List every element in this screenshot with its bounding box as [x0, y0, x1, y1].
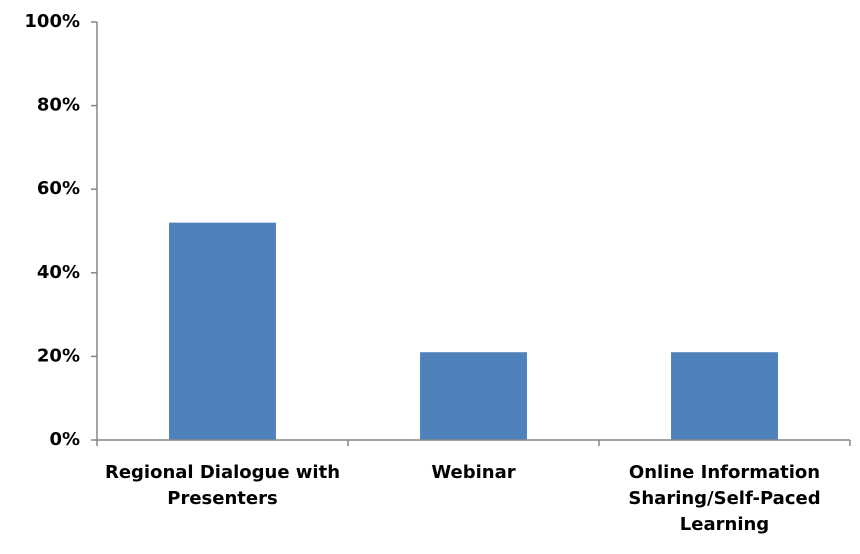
y-tick-label: 100%: [24, 11, 80, 32]
bar: [169, 222, 276, 440]
x-tick-label: Webinar: [431, 462, 516, 483]
y-tick-label: 0%: [49, 429, 80, 450]
y-tick-label: 20%: [37, 345, 80, 366]
x-tick-label: Regional Dialogue with Presenters: [104, 462, 341, 509]
x-tick-label: Online Information Sharing/Self-Paced Le…: [628, 462, 821, 535]
bar: [671, 352, 778, 440]
y-tick-label: 80%: [37, 95, 80, 116]
y-tick-label: 60%: [37, 178, 80, 199]
y-tick-label: 40%: [37, 262, 80, 283]
bar: [420, 352, 527, 440]
